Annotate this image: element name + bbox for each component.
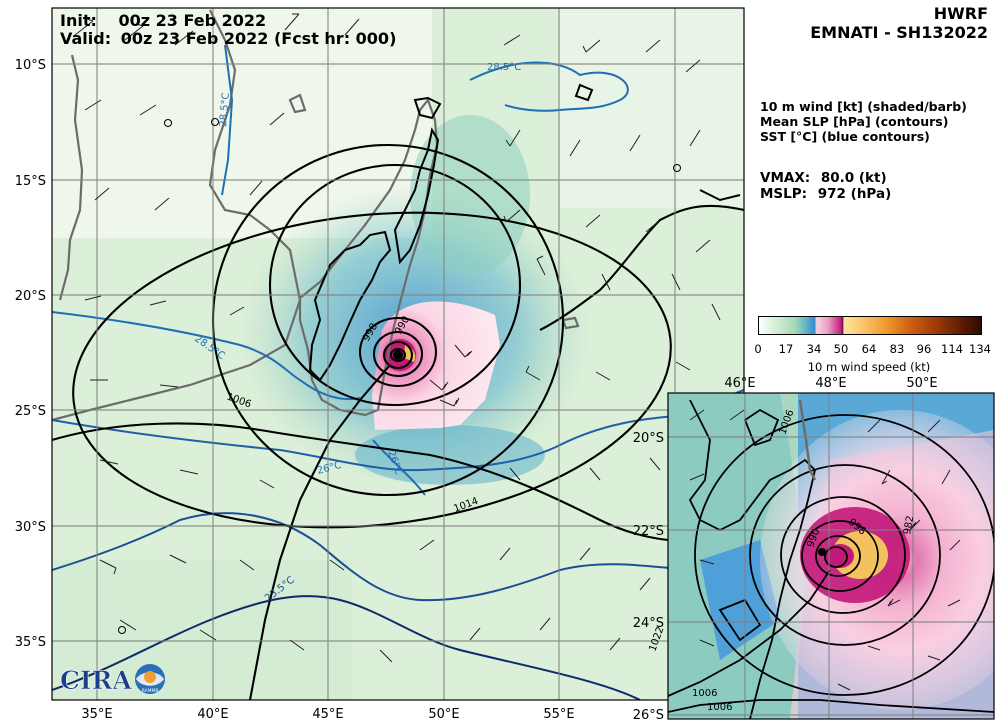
lon-tick-label: 46°E bbox=[724, 376, 755, 391]
lon-tick-label: 48°E bbox=[815, 376, 846, 391]
colorbar-tick: 83 bbox=[889, 342, 905, 356]
lat-tick-label: 15°S bbox=[15, 174, 46, 189]
legend-line-slp: Mean SLP [hPa] (contours) bbox=[760, 114, 949, 129]
slp-contours bbox=[52, 143, 744, 700]
lat-tick-label: 20°S bbox=[633, 431, 664, 446]
field-legend: 10 m wind [kt] (shaded/barb) Mean SLP [h… bbox=[760, 99, 967, 144]
rammb-badge-text: RAMMB bbox=[142, 688, 159, 694]
lat-tick-label: 35°S bbox=[15, 635, 46, 650]
lon-tick-label: 35°E bbox=[81, 707, 112, 722]
mslp-value: 972 (hPa) bbox=[817, 186, 892, 202]
main-lat-ticks: 10°S 15°S 20°S 25°S 30°S 35°S bbox=[15, 58, 46, 650]
lat-lon-grid bbox=[52, 8, 744, 700]
lat-tick-label: 10°S bbox=[15, 58, 46, 73]
wind-barbs bbox=[74, 13, 721, 663]
mslp-label: MSLP: bbox=[760, 186, 808, 202]
land-detail-contours bbox=[308, 83, 741, 382]
vmax-value: 80.0 (kt) bbox=[820, 170, 887, 186]
valid-value: 00z 23 Feb 2022 (Fcst hr: 000) bbox=[120, 29, 397, 48]
main-map-panel: 1006 1014 998 990 28.5°C 28.5°C 28.5°C 2… bbox=[52, 8, 744, 700]
lat-tick-label: 25°S bbox=[15, 404, 46, 419]
lon-tick-label: 55°E bbox=[543, 707, 574, 722]
colorbar-tick: 0 bbox=[754, 342, 762, 356]
inset-lon-ticks: 46°E 48°E 50°E bbox=[724, 376, 937, 391]
cira-logo: CIRA RAMMB bbox=[60, 664, 165, 695]
sst-label: 28.5°C bbox=[487, 62, 521, 73]
colorbar-tick: 34 bbox=[806, 342, 822, 356]
colorbar-tick: 134 bbox=[969, 342, 991, 356]
valid-line: Valid: 00z 23 Feb 2022 (Fcst hr: 000) bbox=[60, 30, 396, 48]
lat-tick-label: 22°S bbox=[633, 524, 664, 539]
wind-colorbar bbox=[758, 316, 982, 335]
lon-tick-label: 45°E bbox=[312, 707, 343, 722]
lat-tick-label: 20°S bbox=[15, 289, 46, 304]
colorbar-tick: 96 bbox=[916, 342, 932, 356]
colorbar-tick: 64 bbox=[861, 342, 877, 356]
init-value: 00z 23 Feb 2022 bbox=[118, 11, 267, 30]
model-name: HWRF bbox=[933, 4, 988, 23]
lat-tick-label: 26°S bbox=[633, 708, 664, 722]
main-lon-ticks: 35°E 40°E 45°E 50°E 55°E bbox=[81, 707, 574, 722]
storm-stats: VMAX: 80.0 (kt) MSLP: 972 (hPa) bbox=[760, 170, 891, 202]
legend-line-sst: SST [°C] (blue contours) bbox=[760, 129, 930, 144]
lon-tick-label: 50°E bbox=[428, 707, 459, 722]
colorbar-ticks: 0 17 34 50 64 83 96 114 134 bbox=[752, 342, 992, 358]
inset-map-frame bbox=[667, 392, 995, 720]
lat-tick-label: 24°S bbox=[633, 616, 664, 631]
panel-title: HWRF EMNATI - SH132022 bbox=[810, 4, 988, 42]
legend-line-wind: 10 m wind [kt] (shaded/barb) bbox=[760, 99, 967, 114]
slp-label: 982 bbox=[902, 515, 916, 536]
init-label: Init: bbox=[60, 11, 97, 30]
slp-label: 1006 bbox=[692, 688, 717, 699]
slp-label: 1006 bbox=[707, 702, 732, 713]
colorbar-tick: 50 bbox=[833, 342, 849, 356]
main-map-frame bbox=[51, 7, 745, 701]
inset-lat-ticks: 20°S 22°S 24°S 26°S bbox=[633, 431, 664, 722]
lon-tick-label: 40°E bbox=[197, 707, 228, 722]
cira-logo-text: CIRA bbox=[60, 666, 132, 695]
colorbar-tick: 114 bbox=[941, 342, 963, 356]
storm-name: EMNATI - SH132022 bbox=[810, 23, 988, 42]
colorbar-tick: 17 bbox=[778, 342, 794, 356]
init-line: Init: 00z 23 Feb 2022 bbox=[60, 12, 266, 30]
mslp-line: MSLP: 972 (hPa) bbox=[760, 186, 891, 202]
storm-center-marker bbox=[393, 350, 403, 360]
vmax-label: VMAX: bbox=[760, 170, 811, 186]
vmax-line: VMAX: 80.0 (kt) bbox=[760, 170, 891, 186]
sst-label: 28.5°C bbox=[218, 92, 232, 127]
inset-map-panel bbox=[668, 393, 994, 719]
valid-label: Valid: bbox=[60, 29, 112, 48]
lat-tick-label: 30°S bbox=[15, 520, 46, 535]
colorbar-label: 10 m wind speed (kt) bbox=[807, 360, 931, 374]
lon-tick-label: 50°E bbox=[906, 376, 937, 391]
